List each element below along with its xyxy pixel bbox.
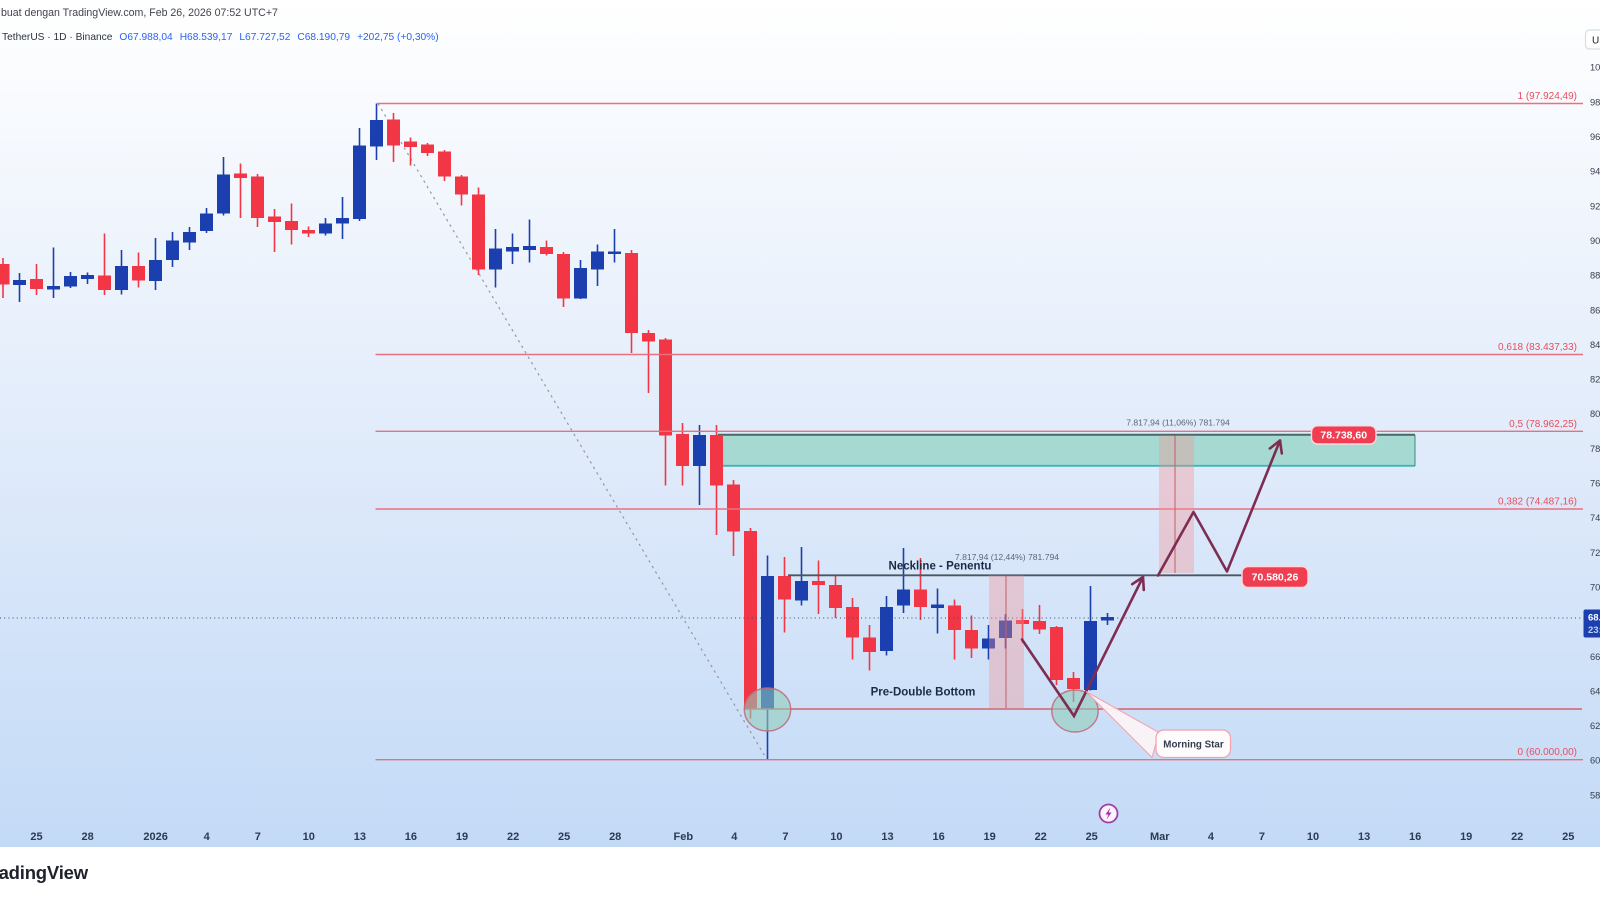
svg-text:64.000: 64.000: [1590, 686, 1600, 696]
svg-text:19: 19: [983, 831, 995, 843]
svg-text:buat dengan TradingView.com, F: buat dengan TradingView.com, Feb 26, 202…: [1, 7, 278, 19]
svg-text:4: 4: [204, 831, 211, 843]
svg-text:76.000: 76.000: [1590, 479, 1600, 489]
svg-text:25: 25: [1562, 831, 1574, 843]
svg-text:62.000: 62.000: [1590, 721, 1600, 731]
svg-text:80.000: 80.000: [1590, 409, 1600, 419]
svg-text:94.000: 94.000: [1590, 167, 1600, 177]
svg-text:58.000: 58.000: [1590, 790, 1600, 800]
svg-text:60.000: 60.000: [1590, 756, 1600, 766]
svg-text:28: 28: [81, 831, 93, 843]
svg-text:Pre-Double Bottom: Pre-Double Bottom: [871, 687, 976, 699]
svg-text:TradingView: TradingView: [0, 862, 89, 883]
svg-text:82.000: 82.000: [1590, 375, 1600, 385]
svg-text:74.000: 74.000: [1590, 513, 1600, 523]
svg-text:22: 22: [1511, 831, 1523, 843]
svg-text:25: 25: [30, 831, 42, 843]
svg-text:13: 13: [881, 831, 893, 843]
svg-text:7.817,94 (12,44%) 781.794: 7.817,94 (12,44%) 781.794: [955, 552, 1059, 562]
svg-text:16: 16: [1409, 831, 1421, 843]
svg-text:10: 10: [830, 831, 842, 843]
svg-text:16: 16: [405, 831, 417, 843]
svg-text:22: 22: [1035, 831, 1047, 843]
svg-text:16: 16: [932, 831, 944, 843]
svg-text:70.000: 70.000: [1590, 583, 1600, 593]
svg-text:10: 10: [303, 831, 315, 843]
svg-text:0,382 (74.487,16): 0,382 (74.487,16): [1498, 497, 1577, 508]
svg-text:25: 25: [1086, 831, 1098, 843]
svg-text:10: 10: [1307, 831, 1319, 843]
svg-text:7: 7: [255, 831, 261, 843]
svg-text:86.000: 86.000: [1590, 305, 1600, 315]
svg-text:78.738,60: 78.738,60: [1320, 430, 1367, 442]
svg-text:13: 13: [354, 831, 366, 843]
svg-text:13: 13: [1358, 831, 1370, 843]
svg-text:2026: 2026: [143, 831, 167, 843]
svg-text:28: 28: [609, 831, 621, 843]
svg-text:70.580,26: 70.580,26: [1252, 572, 1299, 584]
svg-text:0 (60.000,00): 0 (60.000,00): [1518, 747, 1578, 758]
svg-text:0,5 (78.962,25): 0,5 (78.962,25): [1509, 419, 1577, 430]
svg-text:68.190,79: 68.190,79: [1588, 613, 1600, 624]
svg-text:98.000: 98.000: [1590, 97, 1600, 107]
svg-text:84.000: 84.000: [1590, 340, 1600, 350]
svg-text:22: 22: [507, 831, 519, 843]
svg-text:7.817,94 (11,06%) 781.794: 7.817,94 (11,06%) 781.794: [1126, 418, 1230, 428]
svg-text:19: 19: [1460, 831, 1472, 843]
svg-text:96.000: 96.000: [1590, 132, 1600, 142]
svg-text:Neckline - Penentu: Neckline - Penentu: [889, 561, 992, 573]
svg-text:4: 4: [1208, 831, 1215, 843]
svg-text:19: 19: [456, 831, 468, 843]
svg-text:1 (97.924,49): 1 (97.924,49): [1518, 91, 1578, 102]
svg-text:4: 4: [731, 831, 738, 843]
svg-text:USD: USD: [1592, 36, 1600, 47]
svg-text:0,618 (83.437,33): 0,618 (83.437,33): [1498, 342, 1577, 353]
svg-text:72.000: 72.000: [1590, 548, 1600, 558]
svg-text:66.000: 66.000: [1590, 652, 1600, 662]
svg-text:23:07:12: 23:07:12: [1588, 625, 1600, 636]
svg-text:7: 7: [782, 831, 788, 843]
svg-text:Feb: Feb: [674, 831, 694, 843]
svg-text:88.000: 88.000: [1590, 271, 1600, 281]
svg-text:78.000: 78.000: [1590, 444, 1600, 454]
svg-text:Mar: Mar: [1150, 831, 1170, 843]
svg-text:92.000: 92.000: [1590, 201, 1600, 211]
svg-text:90.000: 90.000: [1590, 236, 1600, 246]
svg-text:Morning Star: Morning Star: [1163, 740, 1224, 751]
svg-text:25: 25: [558, 831, 570, 843]
svg-text:7: 7: [1259, 831, 1265, 843]
svg-text:100.000: 100.000: [1590, 63, 1600, 73]
